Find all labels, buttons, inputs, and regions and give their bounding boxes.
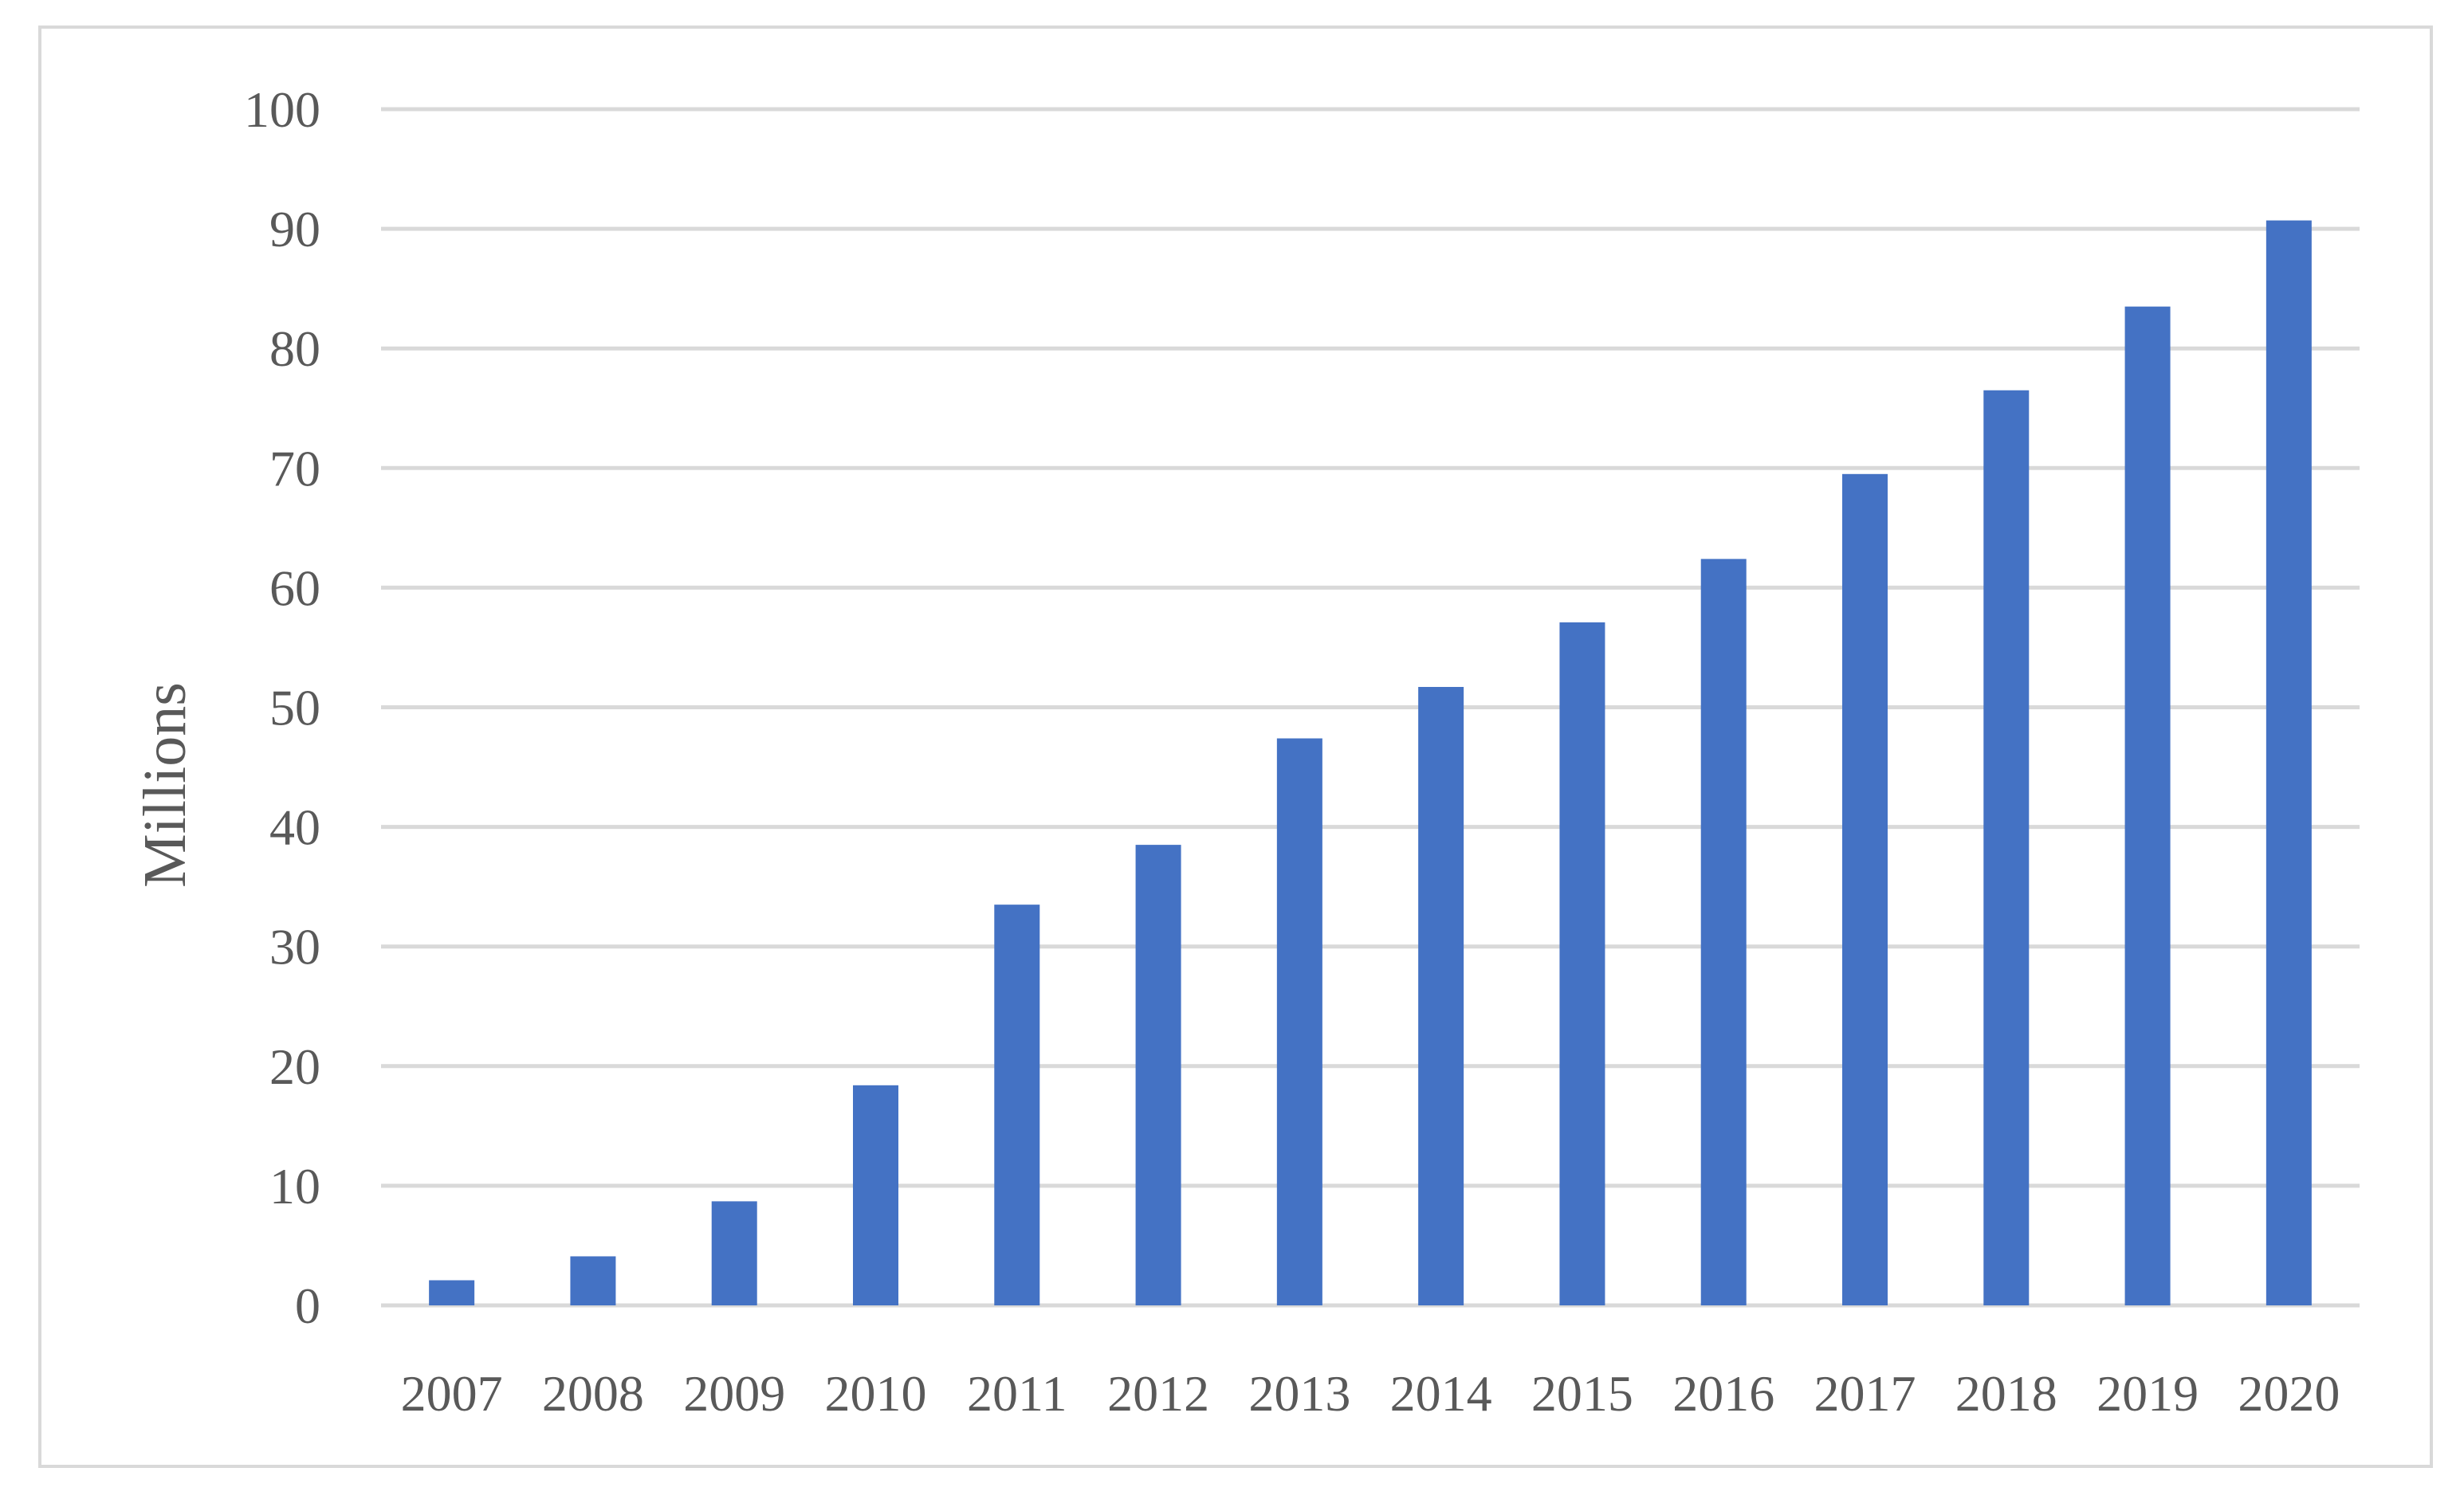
y-tick-label: 70 <box>269 440 320 496</box>
x-tick-label: 2012 <box>1107 1365 1209 1422</box>
x-tick-label: 2007 <box>401 1365 503 1422</box>
x-axis-ticks: 2007 2008 2009 2010 2011 2012 2013 2014 2015 2016… <box>401 1365 2340 1422</box>
bar-2011 <box>994 905 1040 1305</box>
y-tick-label: 100 <box>244 81 320 138</box>
y-tick-label: 80 <box>269 320 320 377</box>
x-tick-label: 2016 <box>1672 1365 1774 1422</box>
y-tick-label: 10 <box>269 1158 320 1215</box>
y-tick-label: 20 <box>269 1038 320 1095</box>
bar-2014 <box>1418 686 1464 1305</box>
bar-2017 <box>1842 473 1888 1306</box>
x-tick-label: 2015 <box>1531 1365 1633 1422</box>
x-tick-label: 2014 <box>1390 1365 1492 1422</box>
bar-2009 <box>711 1201 757 1305</box>
bar-2019 <box>2124 306 2171 1305</box>
x-tick-label: 2009 <box>683 1365 785 1422</box>
bar-2008 <box>570 1256 616 1305</box>
x-tick-label: 2018 <box>1955 1365 2057 1422</box>
x-tick-label: 2010 <box>825 1365 927 1422</box>
chart-frame <box>38 26 2433 1468</box>
y-tick-label: 40 <box>269 799 320 856</box>
x-tick-label: 2013 <box>1248 1365 1350 1422</box>
x-tick-label: 2008 <box>542 1365 644 1422</box>
y-tick-label: 60 <box>269 559 320 616</box>
y-axis-ticks: 0 10 20 30 40 50 60 70 80 90 100 <box>244 81 320 1334</box>
bar-2020 <box>2266 220 2312 1305</box>
bar-2013 <box>1276 738 1322 1305</box>
bar-2015 <box>1559 622 1605 1305</box>
x-tick-label: 2020 <box>2238 1365 2340 1422</box>
y-tick-label: 50 <box>269 680 320 736</box>
bar-2016 <box>1700 559 1747 1305</box>
y-tick-label: 30 <box>269 919 320 975</box>
y-axis-title: Millions <box>132 682 198 888</box>
bar-2012 <box>1135 845 1181 1305</box>
x-tick-label: 2011 <box>967 1365 1067 1422</box>
bars <box>429 220 2312 1306</box>
y-tick-label: 0 <box>295 1277 320 1334</box>
x-tick-label: 2017 <box>1814 1365 1916 1422</box>
gridlines <box>381 107 2360 1308</box>
bar-2010 <box>853 1085 898 1305</box>
bar-2007 <box>429 1280 475 1305</box>
bar-2018 <box>1983 390 2030 1305</box>
x-tick-label: 2019 <box>2097 1365 2199 1422</box>
y-tick-label: 90 <box>269 201 320 257</box>
